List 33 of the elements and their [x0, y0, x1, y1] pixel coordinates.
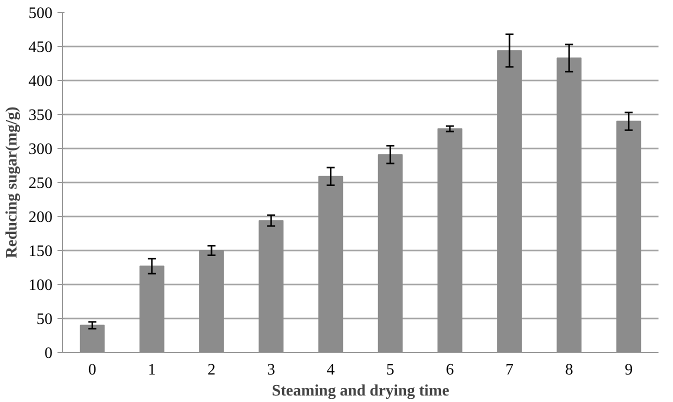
x-tick-label: 8 — [565, 362, 574, 378]
x-axis-title: Steaming and drying time — [272, 382, 450, 400]
y-tick-label: 200 — [28, 209, 52, 226]
x-tick-label: 2 — [208, 362, 216, 378]
y-tick-label: 0 — [44, 345, 52, 362]
bar — [497, 50, 522, 352]
y-tick-label: 100 — [28, 277, 52, 294]
y-tick-label: 50 — [36, 311, 52, 328]
x-tick-label: 3 — [267, 362, 276, 378]
bar — [139, 266, 164, 352]
x-tick-label: 0 — [88, 362, 96, 378]
x-tick-label: 9 — [624, 362, 633, 378]
y-tick-label: 300 — [28, 141, 52, 158]
bar — [378, 154, 403, 352]
bar — [437, 128, 462, 352]
bar — [258, 220, 284, 352]
x-tick-label: 7 — [506, 362, 514, 378]
y-tick-label: 250 — [28, 175, 52, 192]
y-tick-label: 400 — [28, 73, 52, 90]
bar — [318, 176, 344, 352]
bar — [616, 120, 642, 352]
x-tick-label: 4 — [326, 362, 335, 378]
bar — [80, 324, 105, 352]
y-tick-label: 350 — [28, 107, 52, 124]
y-tick-label: 150 — [28, 243, 52, 260]
x-tick-label: 1 — [148, 362, 156, 378]
x-tick-label: 5 — [386, 362, 394, 378]
bar — [556, 58, 582, 352]
y-tick-label: 450 — [28, 39, 52, 56]
bar — [199, 250, 224, 352]
y-tick-label: 500 — [28, 5, 52, 22]
x-tick-label: 6 — [446, 362, 454, 378]
y-axis-title: Reducing sugar(mg/g) — [4, 106, 20, 258]
